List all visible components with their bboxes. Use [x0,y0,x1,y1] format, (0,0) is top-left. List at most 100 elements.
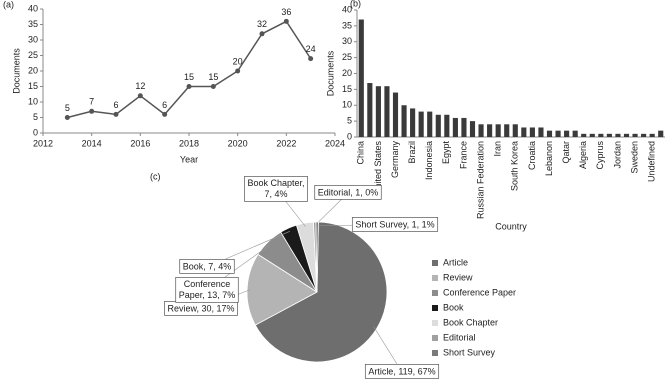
x-tick-label: Indonesia [424,141,434,180]
legend-label: Article [443,257,468,267]
x-tick-label: Russian Federation [475,141,485,219]
bar [367,83,373,137]
data-label: 36 [281,7,291,17]
data-label: Conference Paper, 13, 7% [179,279,236,300]
bar [546,130,553,137]
bar [589,133,595,137]
bar [658,130,664,137]
x-tick-label: Brazil [407,141,417,164]
y-tick-label: 0 [347,131,352,141]
y-tick-label: 35 [342,20,352,30]
bar [392,92,399,137]
bar [427,111,433,137]
point [283,18,289,24]
bar [469,121,476,137]
x-tick-label: Croatia [527,141,537,170]
label-box [175,277,239,303]
legend-swatch [432,305,438,311]
data-label: Book Chapter, 7, 4% [247,178,304,199]
point [162,111,168,117]
bar [384,86,390,137]
bar [418,111,424,137]
bar [529,127,535,137]
y-tick-label: 20 [342,68,352,78]
x-tick-label: Undefined [647,141,657,182]
bar [512,124,518,137]
y-tick-label: 30 [28,34,38,44]
x-tick-label: France [458,141,468,169]
bar [572,130,578,137]
bar [641,133,647,137]
x-tick-label: Egypt [441,141,451,165]
bar [435,114,441,137]
label-box [364,364,440,379]
bar [401,105,407,137]
data-label: Article, 119, 67% [368,366,435,376]
bar [495,124,501,137]
x-tick-label: Qatar [561,141,571,164]
y-tick-label: 20 [28,65,38,75]
bar [649,133,655,137]
y-axis-title: Documents [325,50,335,96]
x-tick-label: 2016 [130,138,150,148]
y-tick-label: 5 [33,112,38,122]
y-tick-label: 15 [342,84,352,94]
data-label: 7 [89,97,94,107]
x-tick-label: 2024 [325,138,345,148]
bar [452,117,458,137]
y-tick-label: 15 [28,81,38,91]
x-axis-title: Country [495,221,527,231]
y-tick-label: 5 [347,116,352,126]
data-label: 15 [184,72,194,82]
bar [410,108,416,137]
x-tick-label: Sweden [629,141,639,174]
x-tick-label: South Korea [510,141,520,191]
bar [504,124,510,137]
point [113,111,119,117]
x-tick-label: 2022 [276,138,296,148]
y-tick-label: 30 [342,36,352,46]
legend-label: Book Chapter [443,317,498,327]
label-box [314,185,382,200]
x-tick-label: Lebanon [544,141,554,176]
x-axis-title: Year [180,154,198,164]
bar [623,133,630,137]
panel-label: (b) [350,0,361,8]
data-label: Book, 7, 4% [183,261,232,271]
data-label: 6 [162,100,167,110]
data-label: 5 [65,103,70,113]
label-box [244,176,308,202]
legend-label: Review [443,272,473,282]
bar [581,133,587,137]
bar [478,124,484,137]
point [89,108,95,114]
point [137,93,143,99]
x-tick-label: United States [373,141,383,196]
bar [564,130,570,137]
data-label: 32 [257,19,267,29]
pie-slice [246,253,318,326]
y-tick-label: 25 [28,50,38,60]
legend-label: Editorial [443,332,476,342]
legend-swatch [432,290,438,296]
bar [632,133,638,137]
legend-label: Conference Paper [443,287,516,297]
pie-slice [315,221,319,293]
data-label: 20 [233,56,243,66]
x-tick-label: 2012 [33,138,53,148]
legend-swatch [432,275,438,281]
x-tick-label: Jordan [612,141,622,169]
bar [444,114,450,137]
y-axis-title: Documents [11,48,21,94]
point [64,115,70,120]
bar [487,124,493,137]
y-tick-label: 35 [28,19,38,29]
point [235,68,241,74]
x-tick-label: China [356,141,366,165]
legend-swatch [432,335,438,341]
point [186,84,192,89]
x-tick-label: 2020 [228,138,248,148]
x-tick-label: 2014 [82,138,102,148]
y-tick-label: 40 [342,4,352,14]
panel-label: (a) [3,0,14,9]
